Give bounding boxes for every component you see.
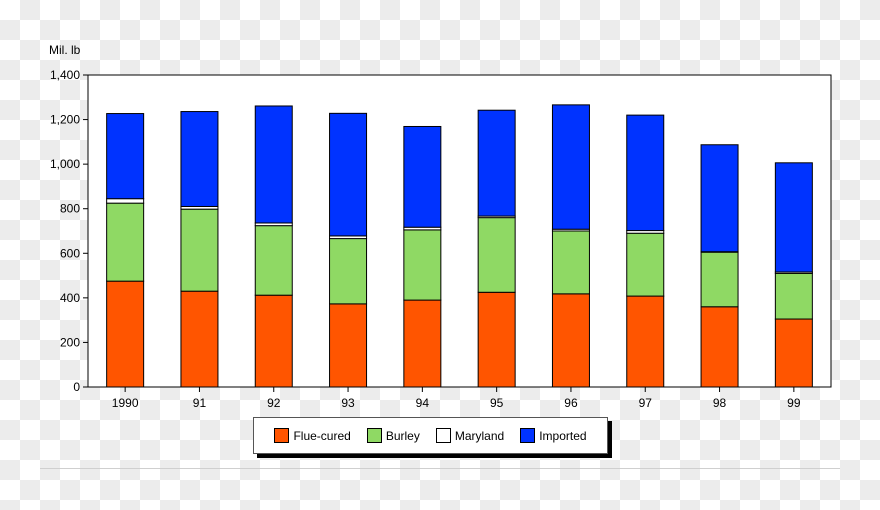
y-tick-label: 400 [60,291,80,305]
bar-imported [551,104,590,230]
y-tick-label: 200 [60,335,80,349]
bar-imported [403,125,442,228]
legend-item-flue-cured: Flue-cured [274,428,351,443]
divider-line [40,468,840,469]
bar-flue-cured [254,294,293,388]
legend-label-imported: Imported [539,428,587,443]
bar-burley [626,232,665,297]
bars [106,104,813,388]
x-tick-label: 91 [193,396,207,410]
legend-label-flue-cured: Flue-cured [293,428,351,443]
x-tick-label: 99 [787,396,801,410]
bar-burley [180,208,219,292]
bar-burley [551,230,590,295]
bar-flue-cured [180,290,219,388]
x-tick-label: 96 [564,396,578,410]
bar-burley [700,251,739,308]
bar-flue-cured [106,280,145,388]
legend-item-burley: Burley [366,428,420,443]
legend-swatch-maryland [435,428,451,443]
x-tick-label: 94 [416,396,430,410]
bar-imported [106,113,145,200]
x-tick-label: 98 [713,396,727,410]
x-tick-label: 92 [267,396,281,410]
bar-flue-cured [626,295,665,388]
y-tick-label: 0 [73,380,80,394]
bar-burley [477,217,516,293]
bar-burley [254,225,293,296]
legend-swatch-flue-cured [274,428,290,443]
legend-label-burley: Burley [385,428,420,443]
bar-burley [329,238,368,305]
bar-flue-cured [551,293,590,388]
bar-maryland [106,198,145,204]
bar-flue-cured [477,291,516,388]
bar-imported [626,114,665,232]
bar-imported [254,105,293,224]
bar-burley [403,229,442,301]
bar-imported [180,111,219,207]
y-axis: 0 200 400 600 800 1,000 1,200 1,400 [50,68,88,394]
legend: Flue-cured Burley Maryland Imported [253,417,608,454]
bar-flue-cured [329,303,368,388]
y-tick-label: 1,000 [50,157,80,171]
legend-item-imported: Imported [520,428,587,443]
bar-imported [477,109,516,217]
x-tick-label: 1990 [112,396,139,410]
x-tick-label: 95 [490,396,504,410]
bar-imported [700,144,739,253]
bar-imported [329,112,368,237]
bar-flue-cured [774,318,813,388]
legend-item-maryland: Maryland [435,428,505,443]
bar-imported [774,162,813,273]
x-axis: 1990 91 92 93 94 95 96 97 98 99 [112,387,801,410]
legend-swatch-burley [366,428,382,443]
legend-swatch-imported [520,428,536,443]
bar-burley [774,272,813,320]
bar-flue-cured [700,306,739,388]
y-tick-label: 600 [60,246,80,260]
x-tick-label: 93 [341,396,355,410]
y-tick-label: 1,400 [50,68,80,82]
legend-label-maryland: Maryland [454,428,505,443]
y-tick-label: 800 [60,202,80,216]
y-axis-label: Mil. lb [49,43,81,57]
x-tick-label: 97 [639,396,653,410]
y-tick-label: 1,200 [50,113,80,127]
bar-burley [106,202,145,282]
bar-flue-cured [403,299,442,388]
